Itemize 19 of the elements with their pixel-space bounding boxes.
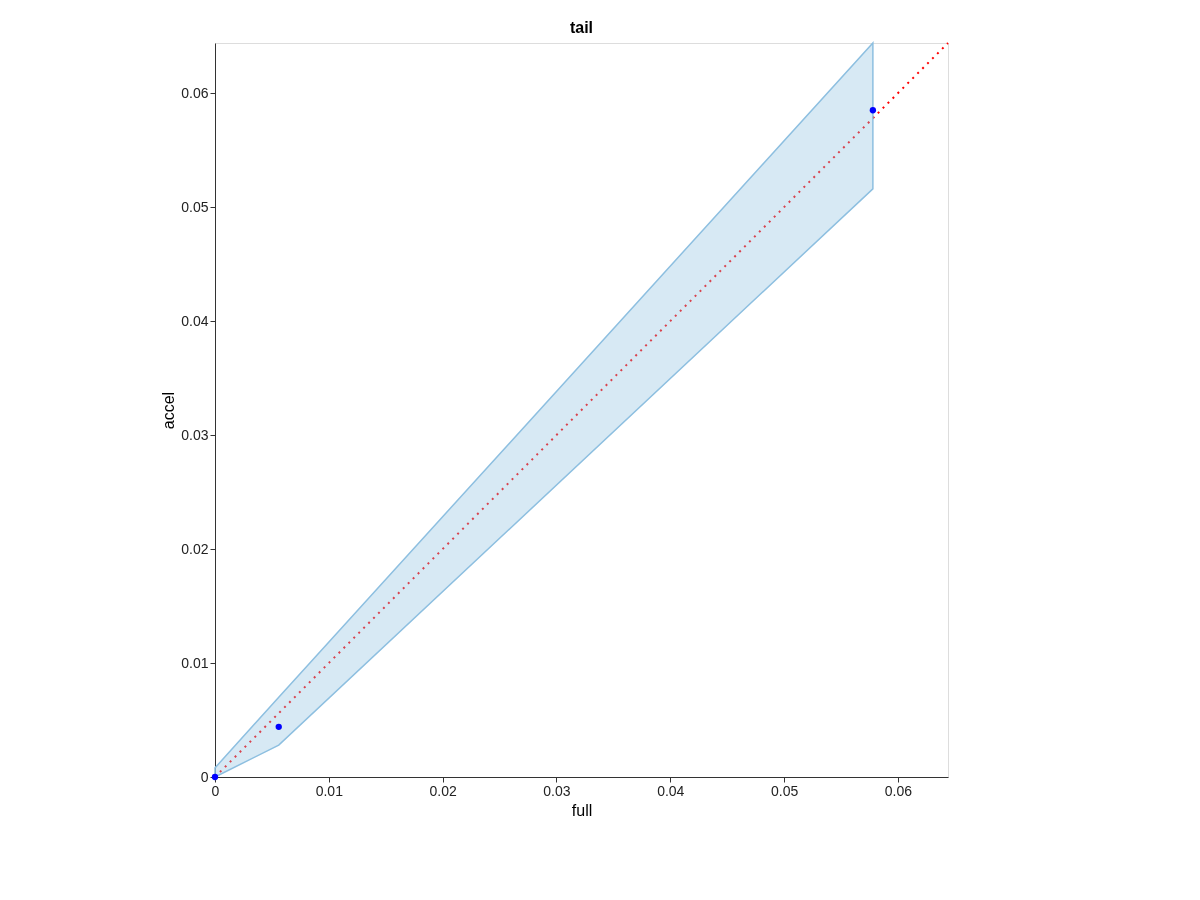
chart-title: tail bbox=[569, 19, 594, 36]
point bbox=[869, 107, 877, 114]
x-tick-label: 0.04 bbox=[657, 782, 685, 799]
y-tick-label: 0.03 bbox=[181, 426, 209, 443]
y-tick-label: 0.06 bbox=[181, 84, 209, 101]
y-tick-label: 0.02 bbox=[181, 540, 209, 557]
x-tick-label: 0.05 bbox=[770, 782, 799, 799]
y-tick-label: 0.04 bbox=[181, 312, 209, 329]
x-tick-label: 0.06 bbox=[884, 782, 913, 799]
y-tick-label: 0.05 bbox=[181, 198, 209, 215]
y-axis-title: accel bbox=[160, 391, 178, 430]
x-tick-label: 0.02 bbox=[429, 782, 457, 799]
x-tick-label: 0 bbox=[211, 782, 220, 799]
x-tick-label: 0.03 bbox=[543, 782, 571, 799]
x-axis-title: full bbox=[571, 801, 593, 819]
point bbox=[275, 723, 282, 731]
x-tick-label: 0.01 bbox=[315, 782, 344, 799]
y-tick-label: 0 bbox=[200, 768, 209, 785]
y-tick-label: 0.01 bbox=[181, 654, 209, 671]
